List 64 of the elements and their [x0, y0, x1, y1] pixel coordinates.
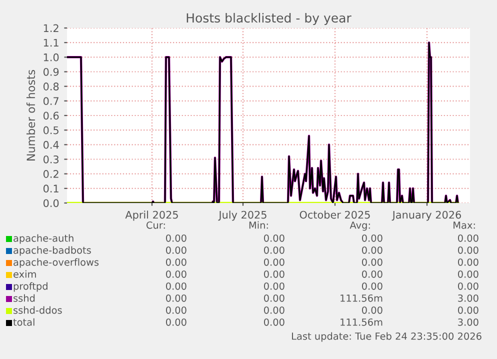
text: 0.00: [264, 270, 284, 278]
y-tick-label: 0.9: [43, 68, 59, 76]
y-tick-label: 0.8: [43, 82, 59, 90]
legend-label: apache-overflows: [14, 258, 99, 268]
legend-label: exim: [14, 270, 36, 278]
text: 0.00: [362, 282, 382, 290]
x-tick-label: October 2025: [300, 210, 370, 219]
text: 0.00: [362, 246, 382, 254]
y-tick-label: 0.6: [43, 112, 59, 120]
text: 0.00: [166, 318, 186, 326]
text: 0.00: [166, 234, 186, 242]
text: 0.00: [166, 282, 186, 290]
legend-label: apache-auth: [14, 234, 74, 244]
chart-title: Hosts blacklisted - by year: [186, 12, 352, 26]
y-tick-label: 0.3: [43, 155, 59, 164]
text: 0.00: [458, 270, 478, 278]
text: Min:: [249, 221, 268, 229]
y-tick-label: 0.4: [43, 140, 59, 149]
text: 0.00: [166, 258, 186, 266]
legend-label: proftpd: [14, 282, 48, 292]
text: 0.00: [458, 234, 478, 242]
text: Cur:: [146, 221, 165, 229]
y-tick-label: 1.0: [44, 53, 59, 62]
text: 0.00: [264, 282, 284, 290]
y-axis-title: Number of hosts: [26, 70, 36, 160]
y-tick-label: 1.2: [44, 24, 58, 32]
y-tick-label: 0.1: [43, 184, 58, 193]
text: 0.00: [166, 270, 186, 278]
legend-label: sshd-ddos: [14, 306, 62, 314]
x-tick-label: January 2026: [392, 210, 461, 221]
text: 0.00: [458, 246, 478, 254]
text: 0.00: [362, 306, 382, 314]
text: 3.00: [458, 318, 478, 326]
text: 0.00: [458, 306, 478, 314]
legend-label: sshd: [14, 294, 35, 302]
text: 111.56m: [340, 318, 382, 326]
text: 0.00: [264, 258, 284, 266]
text: Max:: [454, 222, 475, 229]
x-tick-label: July 2025: [218, 210, 266, 221]
y-tick-label: 0.5: [43, 126, 58, 134]
text: 0.00: [362, 270, 382, 278]
text: 0.00: [264, 306, 284, 314]
text: 0.00: [362, 234, 382, 242]
legend-label: total: [13, 318, 34, 326]
y-tick-label: 1.1: [44, 38, 58, 47]
y-tick-label: 0.7: [43, 97, 58, 106]
text: 0.00: [166, 294, 186, 302]
text: 0.00: [166, 306, 186, 314]
y-tick-label: 0.0: [43, 199, 59, 208]
text: 0.00: [264, 246, 284, 254]
x-tick-label: April 2025: [125, 210, 178, 221]
text: 0.00: [362, 258, 382, 266]
text: 0.00: [264, 318, 284, 326]
text: 111.56m: [340, 294, 382, 302]
text: 0.00: [264, 234, 284, 242]
legend-label: apache-badbots: [14, 246, 91, 256]
text: 0.00: [264, 294, 284, 302]
y-tick-label: 0.2: [43, 170, 58, 178]
text: 0.00: [166, 246, 186, 254]
text: 0.00: [458, 282, 478, 290]
text: Avg:: [350, 222, 370, 231]
text: 0.00: [458, 258, 478, 266]
text: 3.00: [458, 294, 478, 302]
text: Last update: Tue Feb 24 23:35:00 2026: [292, 332, 482, 342]
